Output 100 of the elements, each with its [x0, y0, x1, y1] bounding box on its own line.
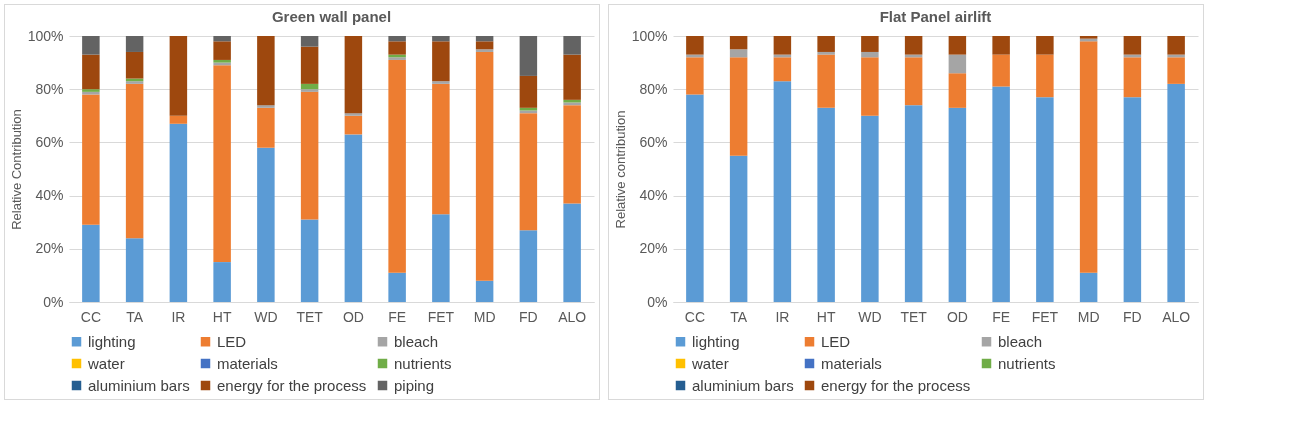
legend-label: water: [691, 354, 729, 372]
bar: [344, 115, 363, 135]
bar: [817, 54, 835, 108]
bar: [773, 57, 792, 82]
y-axis-title: Relative Contribution: [8, 109, 24, 230]
bar: [948, 54, 967, 74]
bar: [432, 214, 450, 302]
bar: [213, 262, 231, 302]
x-tick-label: MD: [473, 308, 496, 325]
bar: [563, 36, 581, 55]
bar: [1036, 54, 1054, 98]
bar: [344, 113, 363, 116]
bar: [1167, 57, 1185, 84]
bar: [82, 36, 100, 55]
bar: [992, 54, 1010, 87]
bar: [475, 49, 494, 52]
legend-label: piping: [394, 376, 435, 394]
bar: [729, 36, 748, 50]
bar: [125, 83, 144, 239]
bar: [904, 36, 923, 55]
bar: [1079, 272, 1098, 302]
bar: [1167, 36, 1185, 55]
y-tick-label: 0%: [647, 293, 668, 310]
bar: [169, 115, 188, 124]
bar: [729, 49, 748, 58]
bar: [300, 83, 319, 90]
legend-label: materials: [821, 354, 882, 372]
bar: [992, 86, 1010, 302]
bar: [861, 115, 879, 302]
bar: [861, 36, 879, 52]
legend-label: water: [87, 354, 125, 372]
bar: [388, 36, 406, 42]
bar: [300, 219, 319, 302]
x-tick-label: HT: [816, 308, 836, 325]
bar: [1123, 36, 1142, 55]
y-tick-label: 100%: [631, 27, 668, 44]
bar: [344, 36, 363, 114]
x-tick-label: TA: [730, 308, 748, 325]
legend-label: energy for the process: [217, 376, 367, 394]
bar: [563, 105, 581, 204]
bar: [861, 51, 879, 58]
legend-label: aluminium bars: [692, 376, 794, 394]
bar: [861, 57, 879, 116]
bar: [773, 81, 792, 302]
y-tick-label: 20%: [639, 240, 668, 257]
bar: [432, 81, 450, 84]
bar: [432, 36, 450, 42]
bar: [125, 51, 144, 79]
bar: [388, 59, 406, 273]
x-tick-label: OD: [946, 308, 968, 325]
bar: [213, 65, 231, 263]
legend-label: LED: [217, 332, 247, 350]
y-tick-label: 0%: [43, 293, 64, 310]
y-tick-label: 40%: [35, 187, 64, 204]
y-axis-title: Relative contribution: [612, 110, 628, 229]
legend-label: LED: [821, 332, 851, 350]
x-tick-label: OD: [342, 308, 364, 325]
y-tick-label: 40%: [639, 187, 668, 204]
bar: [82, 54, 100, 90]
bar: [904, 105, 923, 302]
bar: [213, 41, 231, 60]
bar: [519, 75, 538, 108]
legend-label: energy for the process: [821, 376, 971, 394]
bar: [82, 224, 100, 302]
x-tick-label: FE: [992, 308, 1011, 325]
y-tick-label: 100%: [27, 27, 64, 44]
y-tick-label: 60%: [639, 133, 668, 150]
x-tick-label: ALO: [558, 308, 587, 325]
bar: [686, 57, 704, 95]
bar: [432, 83, 450, 215]
x-tick-label: ALO: [1162, 308, 1191, 325]
x-tick-label: HT: [212, 308, 232, 325]
bar: [169, 36, 188, 116]
x-tick-label: WD: [254, 308, 278, 325]
legend-label: materials: [217, 354, 278, 372]
x-tick-label: TET: [296, 308, 324, 325]
legend-label: lighting: [692, 332, 740, 350]
bar: [257, 147, 275, 302]
bar: [475, 41, 494, 50]
x-tick-label: IR: [775, 308, 790, 325]
legend-label: bleach: [998, 332, 1043, 350]
bar: [1167, 83, 1185, 302]
bar: [257, 36, 275, 106]
x-tick-label: FD: [519, 308, 538, 325]
chart-title: Green wall panel: [271, 8, 392, 25]
legend-label: nutrients: [394, 354, 452, 372]
bar: [300, 91, 319, 220]
bar: [948, 73, 967, 108]
chart-title: Flat Panel airlift: [879, 8, 992, 25]
y-tick-label: 80%: [639, 80, 668, 97]
x-tick-label: TET: [900, 308, 928, 325]
bar: [904, 57, 923, 106]
legend-label: aluminium bars: [88, 376, 190, 394]
x-tick-label: FET: [427, 308, 455, 325]
x-tick-label: FE: [388, 308, 407, 325]
x-tick-label: CC: [80, 308, 101, 325]
bar: [686, 36, 704, 55]
bar: [519, 113, 538, 231]
bar: [519, 230, 538, 302]
bar: [948, 36, 967, 55]
